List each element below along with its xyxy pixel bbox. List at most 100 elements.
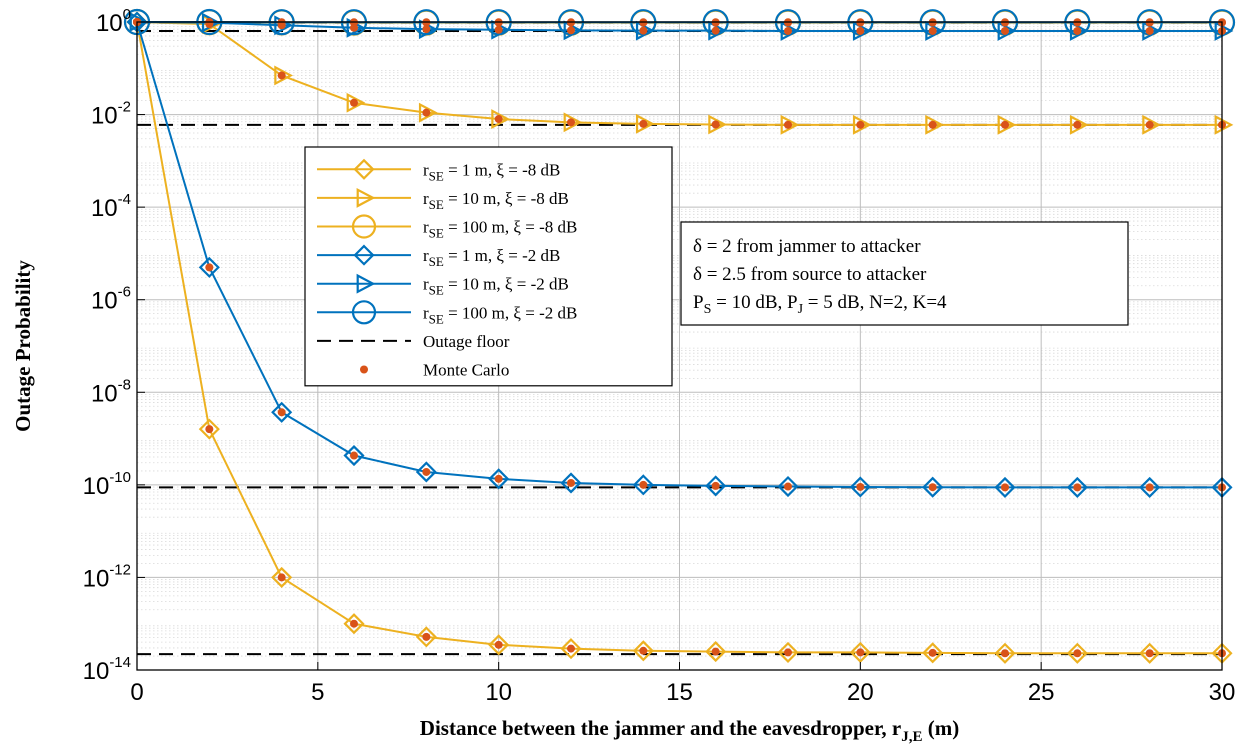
legend-entry-r100-m8 xyxy=(317,214,411,239)
monte-carlo-point xyxy=(928,648,937,657)
legend-label: rSE = 100 m, ξ = -8 dB xyxy=(423,218,577,241)
y-tick-label: 100 xyxy=(96,6,131,37)
monte-carlo-point xyxy=(567,478,575,487)
monte-carlo-point xyxy=(1001,26,1009,35)
annotation-box xyxy=(680,221,1129,326)
monte-carlo-point xyxy=(422,25,431,34)
monte-carlo-point xyxy=(422,467,431,476)
diamond-marker xyxy=(343,444,365,467)
diamond-marker xyxy=(632,640,654,662)
diamond-marker xyxy=(198,418,220,440)
diamond-marker xyxy=(1139,642,1161,664)
legend-label: rSE = 10 m, ξ = -2 dB xyxy=(423,275,569,298)
annotation-line-3: PS = 10 dB, PJ = 5 dB, N=2, K=4 xyxy=(693,292,947,317)
diamond-marker xyxy=(353,158,375,180)
monte-carlo-point xyxy=(567,118,575,127)
monte-carlo-point xyxy=(711,120,720,129)
monte-carlo-point xyxy=(1073,120,1082,129)
triangle-marker xyxy=(780,114,800,135)
diamond-marker xyxy=(849,476,871,498)
monte-carlo-point xyxy=(494,640,503,649)
monte-carlo-point xyxy=(1001,649,1009,658)
legend-entry-r10-m2 xyxy=(317,273,411,294)
legend-entry-r1-m8 xyxy=(317,158,411,180)
monte-carlo-point xyxy=(205,263,214,272)
annotation-line-1: δ = 2 from jammer to attacker xyxy=(693,236,921,257)
diamond-marker xyxy=(1139,476,1161,498)
triangle-marker xyxy=(129,12,149,32)
monte-carlo-point xyxy=(856,482,865,491)
x-tick-label: 25 xyxy=(1028,679,1055,706)
diamond-marker xyxy=(632,474,654,496)
monte-carlo-point xyxy=(1145,483,1154,492)
parameter-annotation: δ = 2 from jammer to attacker δ = 2.5 fro… xyxy=(680,221,1129,326)
x-tick-label: 10 xyxy=(485,679,512,706)
diamond-marker xyxy=(343,613,365,635)
y-axis-label: Outage Probability xyxy=(11,260,35,432)
diamond-marker xyxy=(994,642,1016,664)
diamond-marker xyxy=(488,468,510,490)
monte-carlo-point xyxy=(494,115,503,124)
monte-carlo-point xyxy=(928,483,937,492)
monte-carlo-point xyxy=(784,26,792,35)
diamond-marker xyxy=(488,634,510,656)
monte-carlo-point xyxy=(928,120,937,129)
series-line xyxy=(136,21,1222,489)
monte-carlo-point xyxy=(277,71,286,80)
monte-carlo-point xyxy=(711,647,720,656)
monte-carlo-point xyxy=(711,26,720,35)
legend-entry-r10-m8 xyxy=(317,187,411,208)
triangle-marker xyxy=(1069,114,1089,135)
annotation-line-2: δ = 2.5 from source to attacker xyxy=(693,264,927,285)
triangle-marker xyxy=(346,92,366,113)
grid xyxy=(136,21,1223,671)
monte-carlo-point xyxy=(422,108,431,117)
y-tick-label: 10-4 xyxy=(91,191,131,222)
monte-carlo-point xyxy=(350,619,358,628)
triangle-marker xyxy=(356,187,376,208)
triangle-marker xyxy=(356,273,376,294)
legend-label: Outage floor xyxy=(423,332,510,351)
legend-monte-carlo-dot xyxy=(360,365,368,374)
monte-carlo-point xyxy=(1001,483,1009,492)
diamond-marker xyxy=(271,566,293,588)
legend-box xyxy=(304,146,673,387)
monte-carlo-point xyxy=(1073,26,1082,35)
diamond-marker xyxy=(560,638,582,660)
diamond-marker xyxy=(777,641,799,663)
triangle-marker xyxy=(1142,114,1162,135)
y-tick-label: 10-8 xyxy=(91,376,131,407)
monte-carlo-point xyxy=(277,408,286,417)
y-tick-label: 10-10 xyxy=(83,469,131,500)
monte-carlo-point xyxy=(567,26,575,35)
monte-carlo-point xyxy=(422,632,431,641)
x-tick-label: 0 xyxy=(130,679,143,706)
y-tick-label: 10-2 xyxy=(91,99,131,130)
monte-carlo-point xyxy=(856,120,865,129)
x-tick-label: 30 xyxy=(1209,679,1236,706)
triangle-marker xyxy=(563,112,583,133)
series-r1-m2 xyxy=(126,11,1233,498)
legend-label: rSE = 10 m, ξ = -8 dB xyxy=(423,189,569,212)
legend-label: rSE = 100 m, ξ = -2 dB xyxy=(423,303,577,326)
monte-carlo-point xyxy=(1145,26,1154,35)
y-tick-label: 10-14 xyxy=(83,654,131,685)
monte-carlo-point xyxy=(1145,120,1154,129)
monte-carlo-point xyxy=(639,480,648,489)
diamond-marker xyxy=(415,461,437,483)
diamond-marker xyxy=(560,472,582,494)
diamond-marker xyxy=(922,642,944,664)
monte-carlo-point xyxy=(494,25,503,34)
series-line xyxy=(136,21,1222,32)
monte-carlo-point xyxy=(784,482,792,491)
legend-label: rSE = 1 m, ξ = -8 dB xyxy=(423,160,560,183)
triangle-marker xyxy=(852,114,872,135)
diamond-marker xyxy=(777,475,799,498)
triangle-marker xyxy=(1214,114,1234,135)
x-tick-label: 5 xyxy=(311,679,324,706)
diamond-marker xyxy=(994,476,1016,498)
monte-carlo-point xyxy=(277,573,286,582)
triangle-marker xyxy=(925,114,945,135)
monte-carlo-point xyxy=(784,648,792,657)
